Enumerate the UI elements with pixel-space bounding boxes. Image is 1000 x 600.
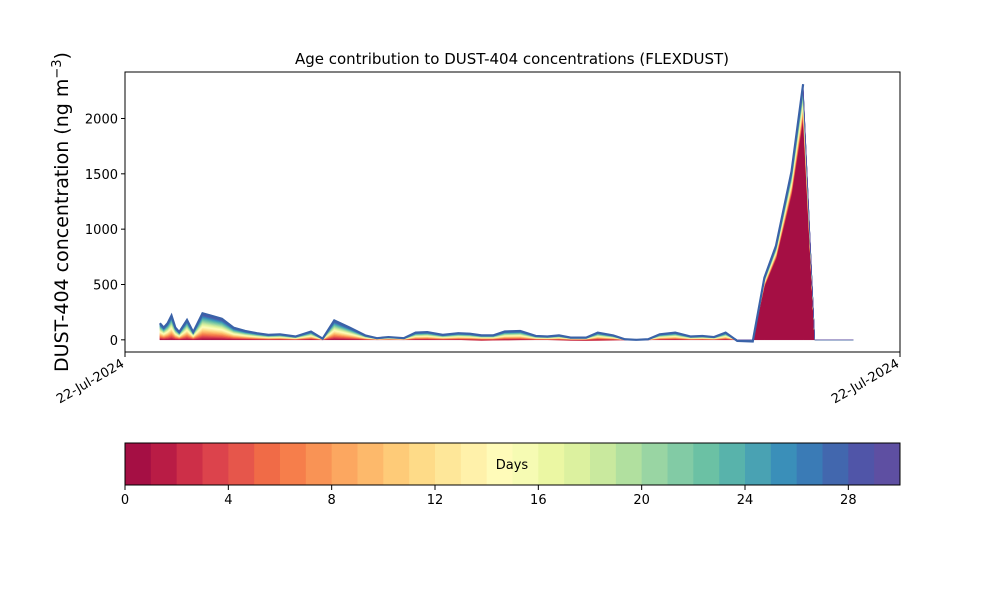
age-layer-23 [159, 91, 854, 341]
age-layer-15 [159, 101, 854, 341]
age-layer-3 [159, 116, 854, 341]
age-layer-16 [159, 100, 854, 341]
age-layer-21 [159, 94, 854, 341]
age-layer-10 [159, 107, 854, 341]
colorbar-swatch-23 [719, 443, 746, 485]
colorbar-tick-label: 0 [121, 493, 129, 508]
age-layer-0 [159, 119, 854, 341]
age-layer-26 [159, 87, 854, 341]
colorbar-swatch-2 [176, 443, 203, 485]
age-layer-1 [159, 118, 854, 341]
colorbar-swatch-5 [254, 443, 281, 485]
colorbar-swatch-10 [383, 443, 410, 485]
colorbar-tick-label: 20 [633, 493, 650, 508]
age-layer-4 [159, 114, 854, 341]
age-layer-18 [159, 97, 854, 341]
age-layer-6 [159, 112, 854, 341]
colorbar-swatch-26 [796, 443, 823, 485]
plot-area [124, 71, 901, 353]
y-axis-label: DUST-404 concentration (ng m−3) [50, 52, 74, 372]
colorbar-swatch-27 [822, 443, 849, 485]
colorbar-swatch-28 [848, 443, 875, 485]
y-axis: 0 500 1000 1500 2000 [85, 112, 125, 349]
colorbar-label: Days [496, 458, 529, 473]
age-layer-17 [159, 98, 854, 341]
colorbar-swatch-13 [460, 443, 488, 485]
age-layer-14 [159, 102, 854, 341]
age-layer-24 [159, 90, 854, 341]
age-layer-19 [159, 96, 854, 341]
chart-title: Age contribution to DUST-404 concentrati… [295, 50, 729, 68]
plot-frame [124, 71, 901, 353]
age-layer-5 [159, 113, 854, 341]
y-tick-label: 1500 [85, 168, 118, 183]
colorbar-swatch-20 [641, 443, 668, 485]
colorbar-swatch-19 [615, 443, 643, 485]
colorbar-swatch-16 [538, 443, 565, 485]
colorbar: Days 0 4 8 12 16 20 24 28 [121, 442, 901, 508]
age-layer-8 [159, 110, 854, 341]
colorbar-tick-label: 8 [328, 493, 336, 508]
age-layer-11 [159, 106, 854, 341]
y-tick-label: 0 [110, 334, 118, 349]
colorbar-tick-label: 12 [427, 493, 444, 508]
colorbar-swatch-9 [357, 443, 384, 485]
age-layer-2 [159, 117, 854, 341]
y-tick-label: 1000 [85, 223, 118, 238]
age-layer-7 [159, 111, 854, 341]
age-layer-12 [159, 105, 854, 341]
x-axis: 22-Jul-2024 22-Jul-2024 [54, 352, 902, 407]
x-tick-label-1: 22-Jul-2024 [829, 356, 902, 407]
colorbar-ticks: 0 4 8 12 16 20 24 28 [121, 485, 857, 508]
colorbar-swatch-0 [125, 443, 152, 485]
colorbar-swatch-4 [228, 443, 255, 485]
age-layer-29 [159, 84, 854, 341]
age-layer-27 [159, 86, 854, 341]
age-layer-28 [159, 85, 854, 341]
age-layer-20 [159, 95, 854, 341]
colorbar-swatch-22 [693, 443, 720, 485]
colorbar-tick-label: 16 [530, 493, 547, 508]
colorbar-swatch-29 [874, 443, 901, 485]
age-layer-9 [159, 108, 854, 341]
colorbar-swatch-18 [590, 443, 617, 485]
colorbar-swatch-17 [564, 443, 591, 485]
total-concentration-line [159, 84, 805, 343]
colorbar-tick-label: 24 [737, 493, 754, 508]
colorbar-tick-label: 4 [224, 493, 232, 508]
age-layer-22 [159, 92, 854, 341]
colorbar-swatch-3 [202, 443, 229, 485]
colorbar-tick-label: 28 [840, 493, 857, 508]
area-layers [159, 84, 854, 341]
colorbar-frame [124, 442, 901, 486]
negative-contribution-area [159, 339, 854, 341]
age-layer-25 [159, 89, 854, 341]
colorbar-swatch-25 [770, 443, 798, 485]
colorbar-swatch-14 [486, 443, 513, 485]
colorbar-swatch-11 [409, 443, 436, 485]
colorbar-swatch-24 [745, 443, 772, 485]
colorbar-swatch-12 [435, 443, 462, 485]
age-layer-13 [159, 103, 854, 341]
colorbar-swatch-21 [667, 443, 694, 485]
colorbar-swatch-8 [331, 443, 358, 485]
y-tick-label: 500 [93, 278, 118, 293]
colorbar-swatch-15 [512, 443, 539, 485]
colorbar-swatch-7 [305, 443, 333, 485]
colorbar-swatch-6 [280, 443, 307, 485]
colorbar-swatch-1 [150, 443, 178, 485]
colorbar-swatches [125, 443, 901, 485]
y-tick-label: 2000 [85, 112, 118, 127]
